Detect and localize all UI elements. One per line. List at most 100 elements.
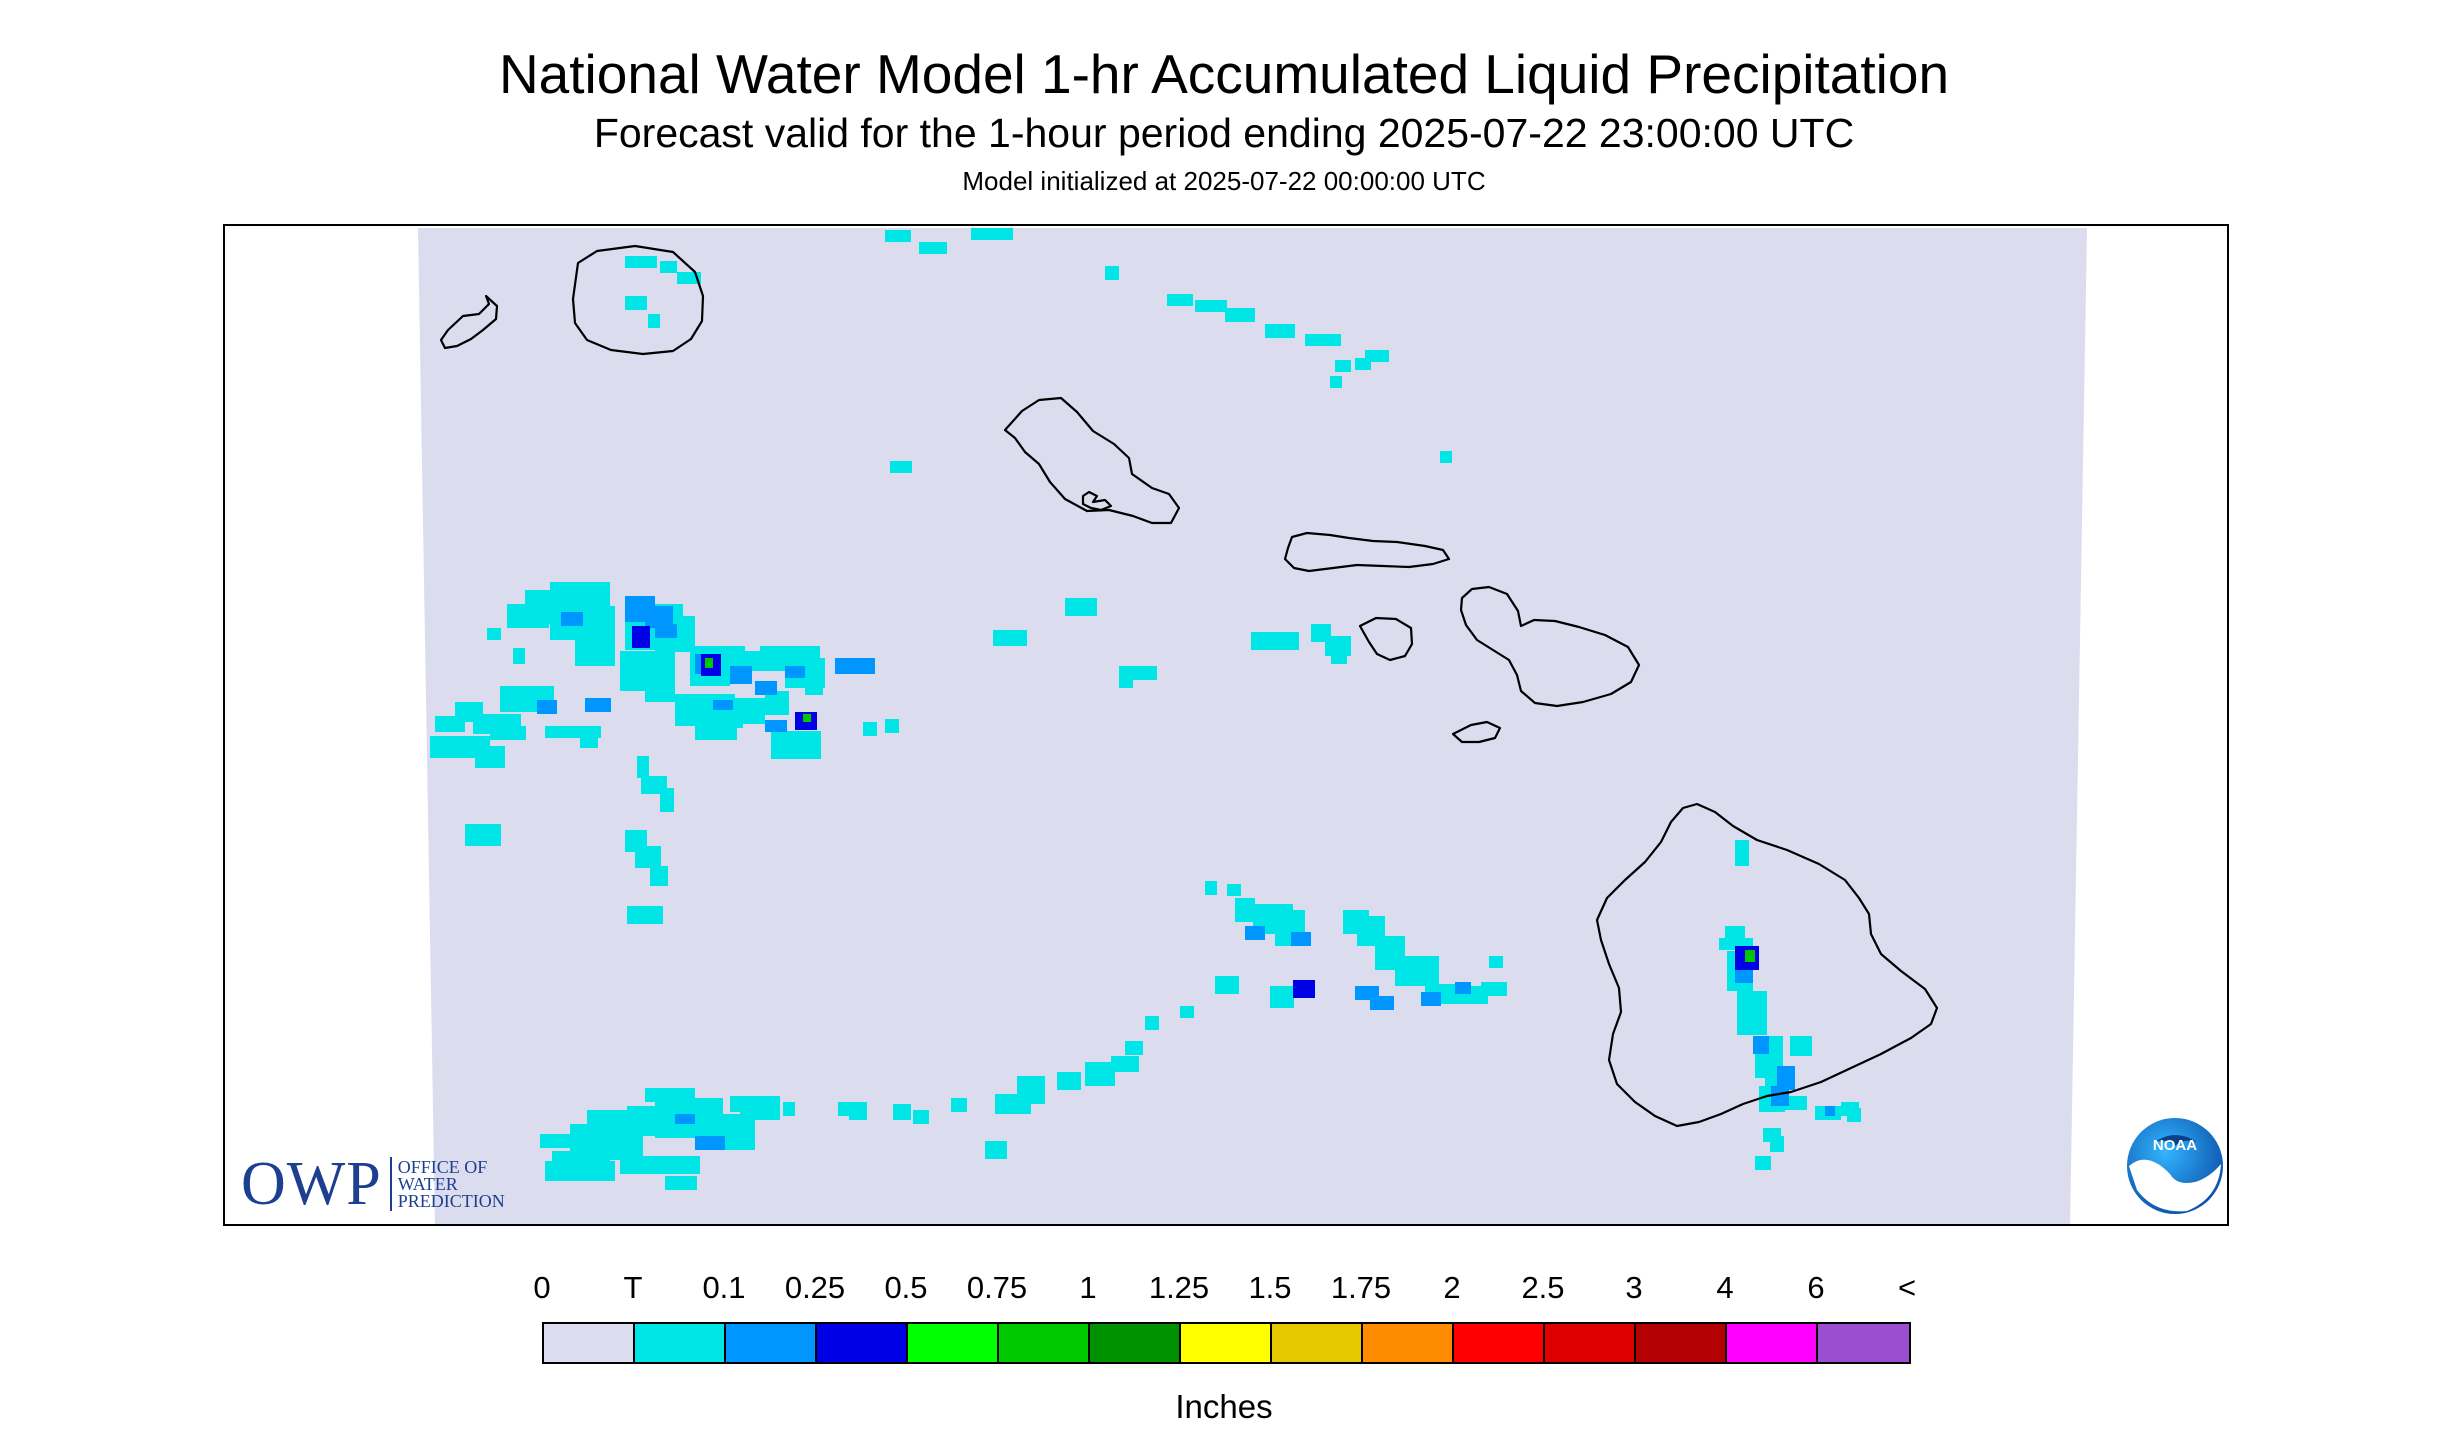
owp-org-line: PREDICTION [397,1190,505,1211]
precip-cell [1847,1108,1861,1122]
precip-cell [1489,956,1503,968]
precip-cell [1145,1016,1159,1030]
legend-label: 1.75 [1330,1270,1392,1305]
precip-cell [645,676,675,702]
precip-cell [1251,632,1299,650]
precip-cell [665,1176,697,1190]
precip-cell [1167,294,1193,306]
precip-cell [1065,598,1097,616]
precip-cell [1777,1066,1795,1090]
legend-units-label: Inches [1175,1388,1273,1425]
precip-cell [1235,898,1255,922]
precip-cell [1119,666,1133,688]
legend-swatch [817,1324,908,1362]
niihau-island [439,294,499,350]
precip-cell [755,681,777,695]
precip-cell [1270,986,1294,1008]
precip-cell [660,261,677,273]
legend-label: 1 [1079,1270,1097,1305]
legend-swatch [1545,1324,1636,1362]
precip-cell [838,1102,850,1116]
legend-labels: 0 T 0.1 0.25 0.5 0.75 1 1.25 1.5 1.75 2 2.5 3 4 6 < [533,1270,1940,1310]
legend-swatch [1818,1324,1909,1362]
precip-cell [695,1136,725,1150]
kauai-island [571,244,705,356]
precip-cell [1057,1072,1081,1090]
chart-title: National Water Model 1-hr Accumulated Li… [498,43,1950,105]
precipitation-layer [430,228,1861,1190]
owp-divider [389,1157,392,1211]
precip-cell [625,296,647,310]
precip-cell [1227,884,1241,896]
legend-swatch [544,1324,635,1362]
precip-cell [1421,992,1441,1006]
precip-cell [1481,982,1507,996]
molokai-island [1283,531,1451,573]
legend-label: 0.75 [966,1270,1028,1305]
precip-cell [537,700,557,714]
precip-cell [995,1094,1031,1114]
precip-cell [730,666,752,684]
precip-cell [648,314,660,328]
precip-cell [885,719,899,733]
precip-cell [1785,1096,1807,1110]
precip-cell [993,630,1027,646]
precip-cell [1245,926,1265,940]
legend-label: 0.25 [784,1270,846,1305]
precip-cell [635,846,661,868]
precip-cell [1440,451,1452,463]
owp-wordmark: OWP [241,1150,382,1218]
precip-cell [1305,334,1341,346]
owp-org-name: OFFICE OF WATER PREDICTION [397,1156,505,1211]
legend-label: 2.5 [1521,1270,1565,1305]
precip-cell [627,906,663,924]
legend-label: 1.25 [1148,1270,1210,1305]
precip-cell [1330,376,1342,388]
legend-label: 0.1 [702,1270,746,1305]
map-panel: OWP OFFICE OF WATER PREDICTION NOAA [223,224,2229,1226]
owp-org-line: WATER [397,1173,458,1194]
oahu-harbor-detail [1081,490,1113,512]
precip-cell [465,824,501,846]
precip-cell [783,1102,795,1116]
lanai-island [1358,616,1414,662]
precip-cell [1291,932,1311,946]
noaa-wordmark: NOAA [2153,1137,2197,1154]
precip-cell [893,1104,911,1120]
precip-cell [490,726,526,740]
precip-cell [1365,350,1389,362]
maui-island [1459,585,1641,708]
precip-cell [1265,324,1295,338]
coastline-layer [439,244,1939,1128]
owp-logo: OWP OFFICE OF WATER PREDICTION [241,1150,505,1218]
legend-swatch [1272,1324,1363,1362]
precip-cell [645,606,673,628]
precip-cell [1105,266,1119,280]
precip-cell [803,714,811,722]
precip-cell [540,1134,578,1148]
noaa-gull [2155,1135,2197,1146]
precip-cell [650,866,668,886]
precip-cell [919,242,947,254]
precip-cell [1111,1056,1139,1072]
legend-colorbar [542,1322,1911,1364]
precip-cell [1335,360,1351,372]
legend-swatch [726,1324,817,1362]
precip-cell [805,681,823,695]
big-island-hawaii [1595,802,1939,1128]
precip-cell [863,722,877,736]
precip-cell [637,756,649,778]
precip-cell [1195,300,1227,312]
precip-cell [1725,926,1745,940]
precip-cell [620,1156,700,1174]
precip-cell [1205,881,1217,895]
precip-cell [655,624,677,638]
legend-label: 3 [1625,1270,1643,1305]
precip-cell [1770,1136,1784,1152]
oahu-island [1003,396,1181,525]
owp-org-line: OFFICE OF [397,1156,488,1177]
precip-cell [1735,840,1749,866]
precip-cell [685,708,697,724]
precip-cell [561,612,583,626]
precip-cell [507,604,549,628]
